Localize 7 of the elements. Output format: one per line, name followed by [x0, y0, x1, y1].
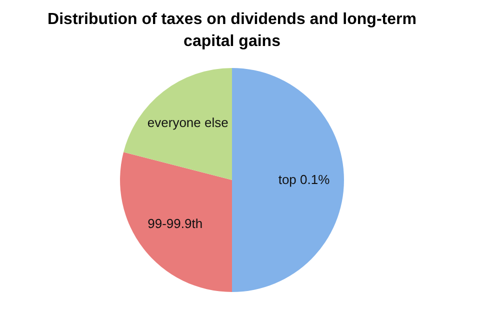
slice-label: everyone else: [147, 115, 228, 130]
pie-slice: [124, 68, 232, 180]
chart-title: Distribution of taxes on dividends and long-term capital gains: [48, 11, 416, 50]
slice-label: 99-99.9th: [148, 216, 203, 232]
slice-label: top 0.1%: [278, 172, 330, 187]
pie-slice: [120, 152, 232, 292]
pie-slice: [232, 68, 344, 292]
